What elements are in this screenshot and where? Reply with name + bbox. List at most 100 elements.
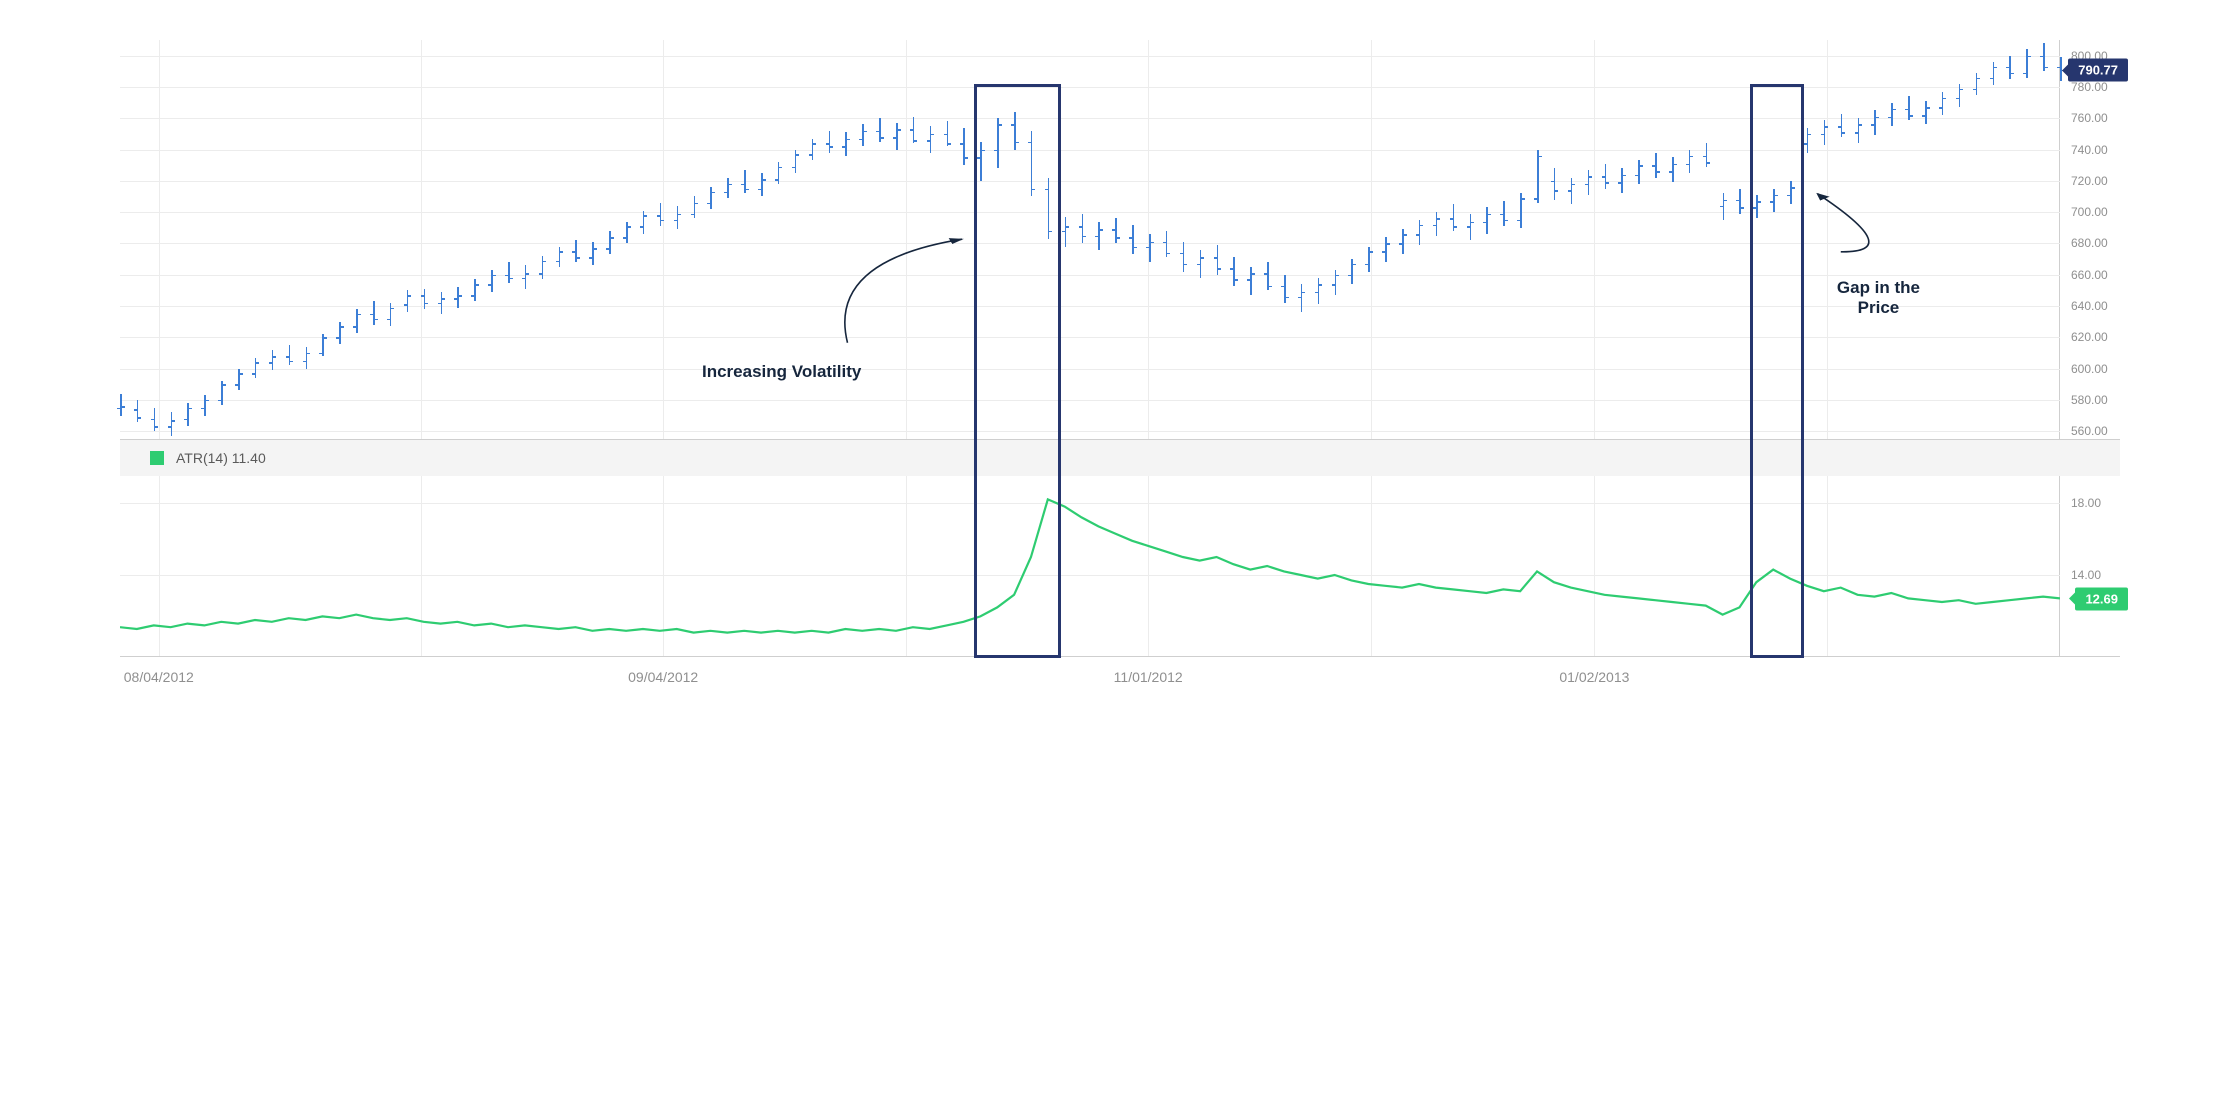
atr-panel: 14.0018.0012.69 (120, 476, 2120, 656)
ohlc-bar (424, 289, 426, 309)
ohlc-bar (660, 203, 662, 226)
ohlc-bar (491, 270, 493, 292)
ohlc-bar (407, 290, 409, 312)
ohlc-bar (677, 206, 679, 229)
ohlc-bar (1470, 214, 1472, 241)
ohlc-bar (1065, 217, 1067, 247)
ohlc-bar (1672, 157, 1674, 182)
price-gridline (120, 431, 2060, 432)
ohlc-bar (795, 150, 797, 173)
price-ylabel: 780.00 (2065, 80, 2120, 94)
ohlc-bar (1132, 225, 1134, 255)
ohlc-bar (862, 124, 864, 146)
ohlc-bar (1638, 160, 1640, 183)
ohlc-bar (1824, 120, 1826, 145)
price-gridline (120, 56, 2060, 57)
ohlc-bar (1739, 189, 1741, 214)
atr-label-bar: ATR(14) 11.40 (120, 440, 2120, 476)
ohlc-bar (1115, 218, 1117, 243)
atr-label: ATR(14) 11.40 (176, 450, 266, 466)
ohlc-bar (1756, 195, 1758, 218)
price-gridline (120, 118, 2060, 119)
ohlc-bar (457, 287, 459, 307)
ohlc-bar (204, 395, 206, 415)
ohlc-bar (896, 123, 898, 150)
ohlc-bar (120, 394, 122, 416)
ohlc-bar (1773, 189, 1775, 212)
ohlc-bar (474, 279, 476, 301)
x-label: 11/01/2012 (1114, 669, 1183, 685)
ohlc-bar (441, 292, 443, 314)
ohlc-bar (1098, 222, 1100, 250)
vgrid (159, 40, 160, 439)
ohlc-bar (187, 403, 189, 426)
price-panel: 560.00580.00600.00620.00640.00660.00680.… (120, 40, 2120, 440)
ohlc-bar (1723, 193, 1725, 220)
price-gridline (120, 400, 2060, 401)
ohlc-bar (694, 196, 696, 218)
ohlc-bar (761, 173, 763, 196)
atr-ylabel: 18.00 (2065, 496, 2120, 510)
atr-swatch (150, 451, 164, 465)
price-ylabel: 680.00 (2065, 236, 2120, 250)
ohlc-bar (373, 301, 375, 324)
ohlc-bar (1621, 168, 1623, 193)
ohlc-bar (1200, 250, 1202, 278)
ohlc-bar (1858, 118, 1860, 143)
ohlc-bar (1942, 92, 1944, 115)
ohlc-bar (542, 256, 544, 279)
price-gridline (120, 181, 2060, 182)
ohlc-bar (845, 132, 847, 155)
ohlc-bar (1571, 178, 1573, 205)
ohlc-bar (1503, 201, 1505, 226)
price-gridline (120, 87, 2060, 88)
price-badge: 790.77 (2068, 59, 2128, 82)
ohlc-bar (339, 322, 341, 344)
ohlc-bar (238, 369, 240, 391)
ohlc-bar (525, 265, 527, 288)
atr-badge: 12.69 (2075, 587, 2128, 610)
atr-ylabel: 14.00 (2065, 568, 2120, 582)
ohlc-bar (1284, 275, 1286, 303)
price-gridline (120, 337, 2060, 338)
price-yaxis (2059, 40, 2060, 439)
ohlc-bar (829, 131, 831, 153)
price-ylabel: 600.00 (2065, 362, 2120, 376)
ohlc-bar (963, 128, 965, 166)
ohlc-bar (356, 309, 358, 332)
price-ylabel: 580.00 (2065, 393, 2120, 407)
ohlc-bar (1554, 168, 1556, 199)
x-axis: 08/04/201209/04/201211/01/201201/02/2013 (120, 656, 2120, 696)
ohlc-bar (1874, 110, 1876, 135)
ohlc-bar (1891, 103, 1893, 126)
ohlc-bar (1048, 178, 1050, 239)
ohlc-bar (1031, 131, 1033, 197)
ohlc-bar (508, 262, 510, 282)
ohlc-bar (1790, 181, 1792, 204)
ohlc-bar (980, 142, 982, 181)
vgrid (1827, 40, 1828, 439)
ohlc-bar (559, 247, 561, 267)
price-ylabel: 740.00 (2065, 143, 2120, 157)
price-ylabel: 700.00 (2065, 205, 2120, 219)
x-label: 09/04/2012 (628, 669, 698, 685)
ohlc-bar (1436, 212, 1438, 235)
ohlc-bar (609, 231, 611, 254)
ohlc-bar (1537, 150, 1539, 203)
ohlc-bar (1183, 242, 1185, 272)
ohlc-bar (1233, 257, 1235, 285)
price-ylabel: 620.00 (2065, 330, 2120, 344)
ohlc-bar (171, 412, 173, 435)
ohlc-bar (1588, 170, 1590, 195)
vgrid (1371, 40, 1372, 439)
ohlc-bar (1250, 267, 1252, 295)
ohlc-bar (592, 242, 594, 265)
ohlc-bar (1217, 245, 1219, 275)
price-gridline (120, 275, 2060, 276)
atr-line (120, 476, 2060, 656)
ohlc-bar (390, 303, 392, 326)
price-gridline (120, 212, 2060, 213)
ohlc-bar (306, 347, 308, 369)
ohlc-bar (2026, 49, 2028, 77)
ohlc-bar (710, 187, 712, 209)
